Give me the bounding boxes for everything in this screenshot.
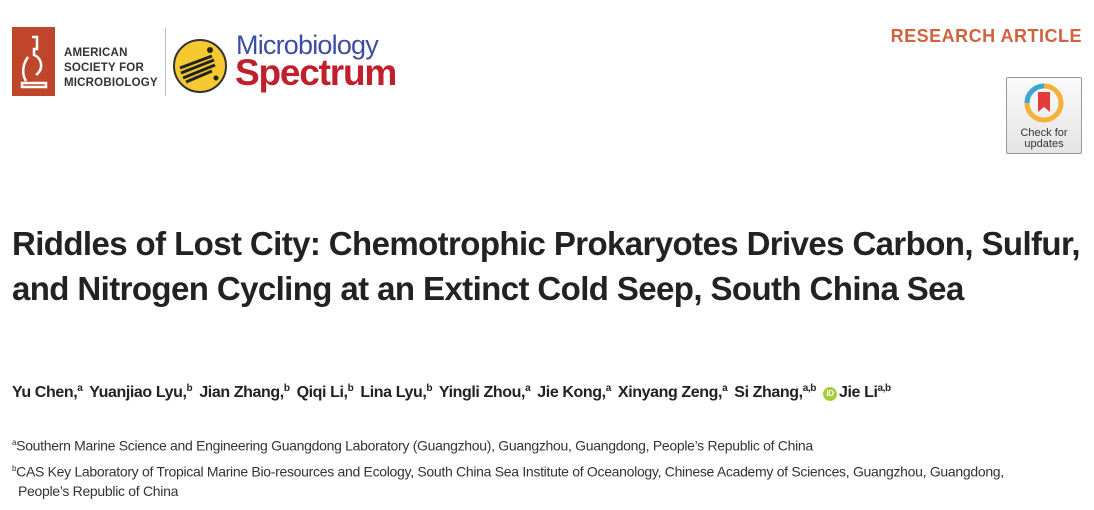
affiliation-a: aSouthern Marine Science and Engineering…: [12, 437, 813, 454]
article-title: Riddles of Lost City: Chemotrophic Proka…: [12, 225, 1081, 307]
author[interactable]: Yu Chen,a: [12, 383, 83, 402]
society-line: AMERICAN: [64, 47, 128, 59]
author[interactable]: Jie Kong,a: [537, 383, 611, 402]
asm-logo: [12, 27, 55, 96]
author[interactable]: Lina Lyu,b: [360, 383, 433, 402]
article-type: RESEARCH ARTICLE: [890, 26, 1082, 46]
author-list: Yu Chen,a Yuanjiao Lyu,b Jian Zhang,b Qi…: [12, 383, 894, 402]
author[interactable]: Xinyang Zeng,a: [617, 383, 728, 402]
author[interactable]: Jian Zhang,b: [199, 383, 290, 402]
author[interactable]: Yuanjiao Lyu,b: [89, 383, 193, 402]
journal-badge-icon: [173, 39, 227, 93]
author[interactable]: Si Zhang,a,b: [734, 383, 816, 402]
check-for-updates-label: updates: [1024, 138, 1064, 150]
journal-name-bottom: Spectrum: [235, 52, 397, 93]
check-for-updates-button[interactable]: Check for updates: [1006, 77, 1082, 154]
affiliation-b: bCAS Key Laboratory of Tropical Marine B…: [12, 463, 1004, 480]
society-line: MICROBIOLOGY: [64, 77, 158, 89]
orcid-icon[interactable]: iD: [823, 387, 837, 402]
check-for-updates-label: Check for: [1020, 127, 1068, 139]
journal-name-top: Microbiology: [236, 30, 379, 60]
affiliation-b-continued: People’s Republic of China: [18, 483, 179, 499]
logo-divider: [165, 28, 166, 96]
society-name: AMERICAN SOCIETY FOR MICROBIOLOGY: [64, 46, 158, 91]
microscope-icon: [20, 35, 48, 89]
author[interactable]: Jie Lia,b: [839, 383, 891, 402]
author[interactable]: Yingli Zhou,a: [438, 383, 531, 402]
author[interactable]: Qiqi Li,b: [296, 383, 354, 402]
society-line: SOCIETY FOR: [64, 62, 144, 74]
check-for-updates-icon: [1024, 83, 1064, 123]
